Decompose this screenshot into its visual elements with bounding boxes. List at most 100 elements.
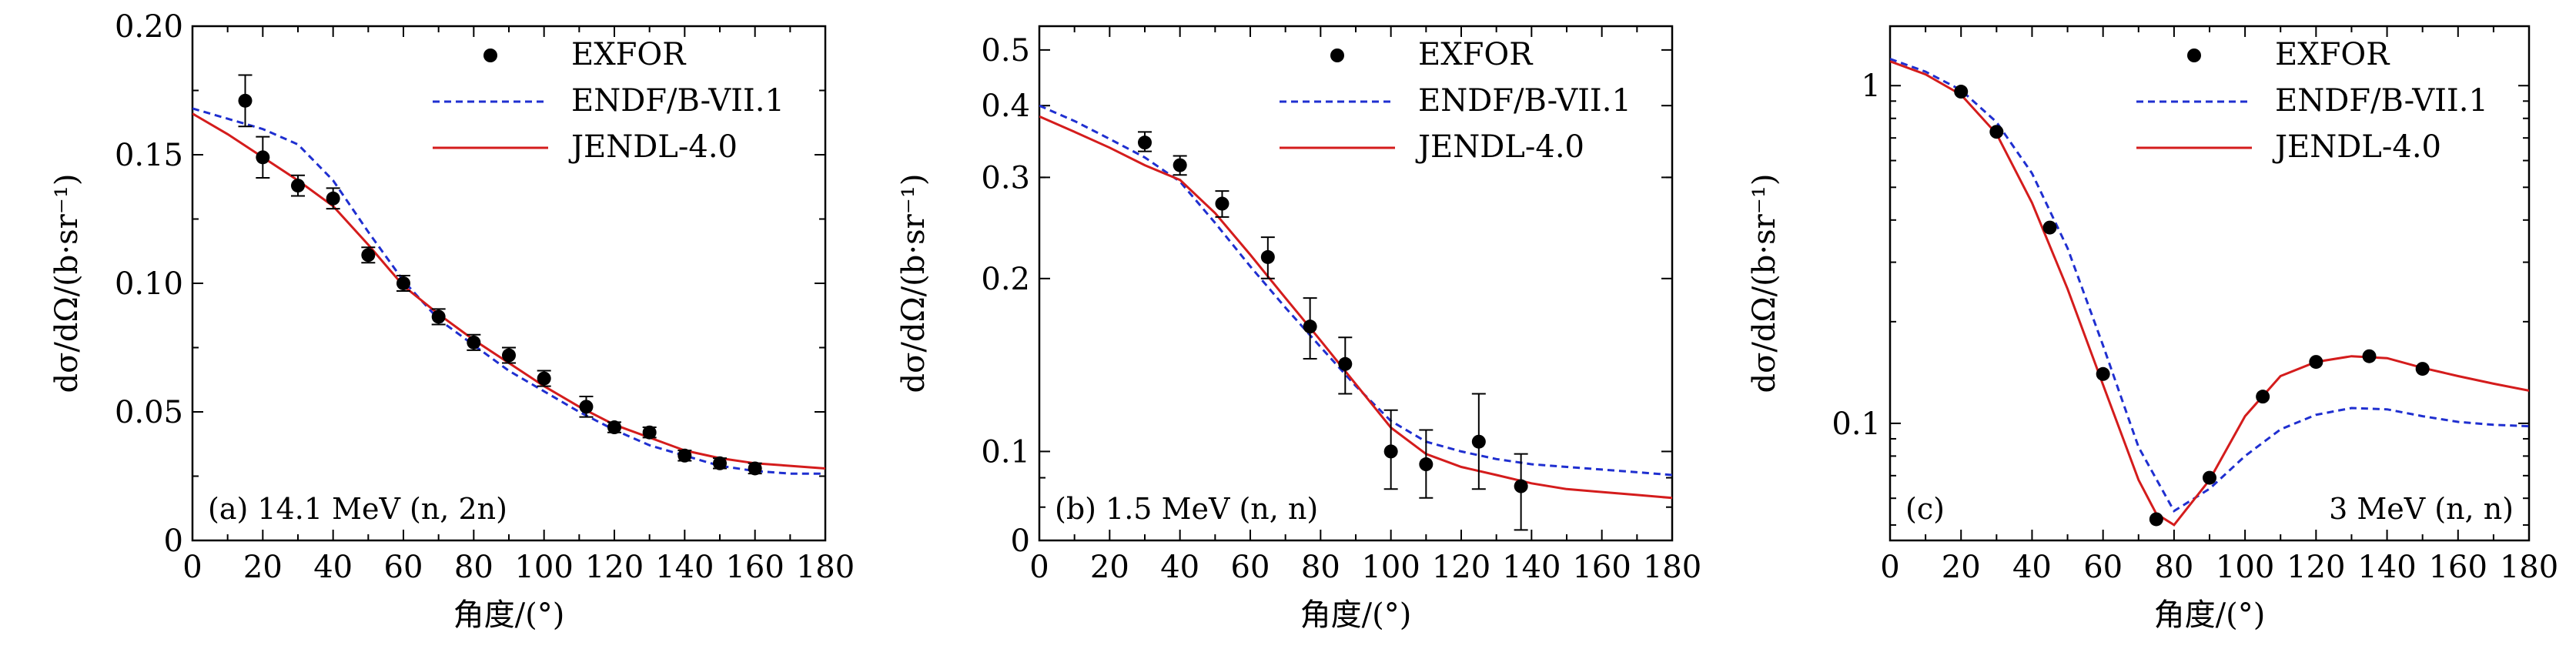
x-tick-label: 140 <box>1502 550 1561 585</box>
series-line-endf-b-vii-1 <box>1890 58 2529 513</box>
x-tick-label: 160 <box>1572 550 1631 585</box>
panel-annotation-right: 3 MeV (n, n) <box>2329 492 2514 526</box>
x-axis-label: 角度/(°) <box>2154 597 2266 633</box>
legend-label: EXFOR <box>2275 37 2390 72</box>
exfor-point <box>642 425 657 440</box>
x-tick-label: 40 <box>2012 550 2052 585</box>
series-line-jendl-4-0 <box>1039 115 1672 500</box>
y-tick-label: 0.20 <box>115 9 183 45</box>
x-tick-label: 100 <box>514 550 573 585</box>
series-line-jendl-4-0 <box>192 112 825 470</box>
legend-label: EXFOR <box>1418 37 1534 72</box>
panel-annotation: (a) 14.1 MeV (n, 2n) <box>208 492 507 526</box>
exfor-point <box>1954 85 1969 99</box>
legend-marker-exfor <box>483 49 497 62</box>
y-axis-label: dσ/dΩ/(b·sr⁻¹) <box>1747 174 1782 393</box>
legend-label: JENDL-4.0 <box>568 129 738 165</box>
exfor-point <box>2309 355 2323 370</box>
panel-a: 0 20 40 60 80 100 120 140 160 180 0 0.05 0.10 0.15 0.2… <box>49 9 855 633</box>
legend-label: ENDF/B-VII.1 <box>1418 83 1631 119</box>
exfor-point <box>2362 349 2377 363</box>
exfor-point <box>1383 444 1398 459</box>
legend-label: JENDL-4.0 <box>2272 129 2441 165</box>
exfor-point <box>1215 196 1229 211</box>
y-tick-label: 0.10 <box>115 266 183 302</box>
y-tick-label: 0.4 <box>981 89 1030 124</box>
exfor-point <box>537 371 551 386</box>
x-tick-label: 60 <box>1231 550 1270 585</box>
legend: EXFOR ENDF/B-VII.1 JENDL-4.0 <box>2136 37 2488 165</box>
exfor-point <box>467 335 481 350</box>
x-tick-label: 80 <box>454 550 493 585</box>
exfor-point <box>238 93 253 108</box>
y-tick-label: 0 <box>1011 524 1030 559</box>
x-tick-label: 0 <box>182 550 202 585</box>
x-tick-label: 60 <box>384 550 423 585</box>
x-tick-label: 180 <box>796 550 855 585</box>
panel-annotation-left: (c) <box>1905 492 1945 526</box>
legend: EXFOR ENDF/B-VII.1 JENDL-4.0 <box>433 37 785 165</box>
exfor-point <box>1419 457 1434 472</box>
legend-marker-exfor <box>1330 49 1344 62</box>
y-tick-label: 1 <box>1862 69 1881 104</box>
exfor-point <box>431 309 446 324</box>
x-tick-label: 140 <box>655 550 714 585</box>
x-tick-label: 180 <box>2500 550 2558 585</box>
exfor-point <box>607 420 621 435</box>
x-tick-label: 120 <box>585 550 644 585</box>
legend: EXFOR ENDF/B-VII.1 JENDL-4.0 <box>1280 37 1631 165</box>
exfor-point <box>1138 135 1152 150</box>
y-tick-label: 0.2 <box>981 262 1030 297</box>
exfor-point <box>2042 220 2057 235</box>
exfor-point <box>1260 249 1275 264</box>
exfor-point <box>361 248 376 263</box>
x-tick-label: 100 <box>2216 550 2274 585</box>
exfor-point <box>291 179 305 193</box>
exfor-point <box>579 400 594 414</box>
x-tick-label: 20 <box>243 550 283 585</box>
x-tick-label: 160 <box>725 550 784 585</box>
exfor-point <box>1303 319 1317 334</box>
y-tick-label: 0.05 <box>115 395 183 430</box>
x-tick-label: 80 <box>1301 550 1340 585</box>
x-tick-label: 20 <box>1942 550 1981 585</box>
exfor-point <box>396 276 410 290</box>
exfor-point <box>326 191 340 206</box>
exfor-point <box>256 150 270 165</box>
y-tick-label: 0.3 <box>981 160 1030 196</box>
panel-b: 0 20 40 60 80 100 120 140 160 180 0 0.1 0.2 0.3 0.4 0.5… <box>896 25 1701 633</box>
exfor-point <box>2415 362 2430 376</box>
y-tick-label: 0.5 <box>981 33 1030 69</box>
plot-area <box>1039 104 1672 500</box>
x-axis-label: 角度/(°) <box>1300 597 1412 633</box>
legend-label: ENDF/B-VII.1 <box>571 83 785 119</box>
exfor-point <box>2203 470 2216 485</box>
x-axis-label: 角度/(°) <box>453 597 565 633</box>
exfor-point <box>1173 158 1187 172</box>
exfor-point <box>748 461 762 476</box>
y-tick-label: 0.15 <box>115 138 183 173</box>
exfor-point <box>1989 125 2004 139</box>
exfor-point <box>713 456 727 470</box>
y-axis-label: dσ/dΩ/(b·sr⁻¹) <box>896 174 932 393</box>
x-tick-label: 0 <box>1029 550 1049 585</box>
legend-marker-exfor <box>2187 49 2201 62</box>
panel-c: 0 20 40 60 80 100 120 140 160 180 0.1 1 角度/(°) dσ/dΩ/… <box>1747 25 2558 633</box>
x-tick-label: 140 <box>2357 550 2416 585</box>
exfor-point <box>677 448 692 463</box>
x-tick-label: 40 <box>313 550 353 585</box>
x-tick-label: 40 <box>1160 550 1199 585</box>
x-tick-label: 180 <box>1643 550 1701 585</box>
x-tick-label: 100 <box>1361 550 1420 585</box>
y-tick-label: 0.1 <box>1832 406 1881 442</box>
y-axis-label: dσ/dΩ/(b·sr⁻¹) <box>49 174 85 393</box>
y-tick-label: 0 <box>164 524 183 559</box>
exfor-point <box>1514 479 1528 493</box>
series-line-endf-b-vii-1 <box>1039 104 1672 477</box>
legend-label: JENDL-4.0 <box>1415 129 1584 165</box>
x-tick-label: 80 <box>2154 550 2193 585</box>
x-tick-label: 20 <box>1090 550 1129 585</box>
x-tick-label: 0 <box>1880 550 1899 585</box>
panel-annotation: (b) 1.5 MeV (n, n) <box>1055 492 1318 526</box>
exfor-point <box>2256 390 2270 404</box>
